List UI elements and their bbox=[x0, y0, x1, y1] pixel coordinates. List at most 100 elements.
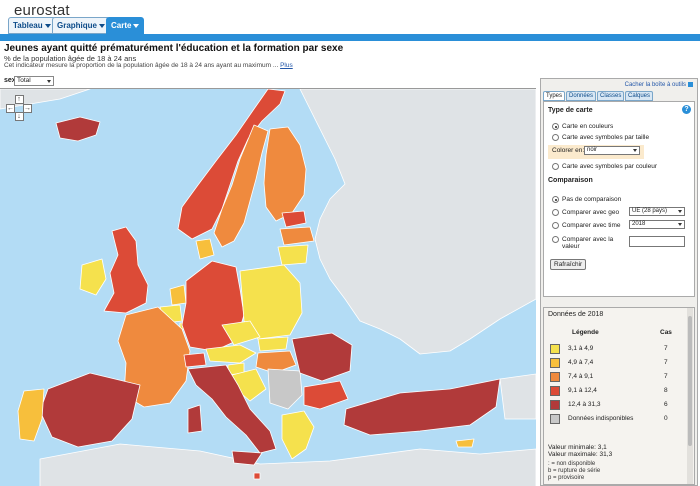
tab-calques[interactable]: Calques bbox=[625, 91, 654, 101]
tab-label: Carte bbox=[111, 21, 132, 30]
map-region-iceland[interactable] bbox=[55, 116, 101, 142]
time-select[interactable]: 2018 bbox=[629, 220, 685, 229]
map-region-netherlands[interactable] bbox=[169, 284, 187, 306]
radio-label: Comparer avec la valeur bbox=[562, 236, 614, 250]
refresh-button[interactable]: Rafraîchir bbox=[550, 259, 587, 270]
legend-count: 7 bbox=[664, 359, 668, 366]
arrow-left-icon[interactable]: ← bbox=[6, 103, 15, 113]
map-region-russia[interactable] bbox=[299, 89, 536, 355]
map-region-greenland-arm[interactable] bbox=[0, 89, 91, 110]
chevron-down-icon bbox=[47, 80, 51, 83]
help-icon[interactable]: ? bbox=[682, 105, 691, 114]
radio-symboles-taille[interactable] bbox=[552, 134, 559, 141]
sex-filter-select[interactable]: Total bbox=[14, 76, 54, 86]
page-title: Jeunes ayant quitté prématurément l'éduc… bbox=[4, 43, 344, 54]
map-region-norway[interactable] bbox=[177, 89, 286, 240]
max-value: Valeur maximale: 31,3 bbox=[548, 451, 613, 458]
radio-compare-time[interactable] bbox=[552, 222, 559, 229]
legend-count: 7 bbox=[664, 345, 668, 352]
header-divider bbox=[0, 34, 700, 41]
map-region-sardinia[interactable] bbox=[187, 404, 203, 434]
legend-count: 8 bbox=[664, 387, 668, 394]
hide-toolbox-link[interactable]: Cacher la boîte à outils bbox=[625, 82, 693, 88]
comparison-title: Comparaison bbox=[548, 177, 593, 184]
tab-carte[interactable]: Carte bbox=[106, 17, 145, 34]
colorer-select[interactable]: noir bbox=[584, 146, 640, 155]
tab-types[interactable]: Types bbox=[543, 91, 566, 101]
radio-compare-value[interactable] bbox=[552, 236, 559, 243]
legend-swatch bbox=[550, 414, 560, 424]
radio-no-comparison[interactable] bbox=[552, 196, 559, 203]
radio-carte-couleurs[interactable] bbox=[552, 123, 559, 130]
more-link[interactable]: Plus bbox=[280, 62, 293, 69]
arrow-right-icon[interactable]: → bbox=[23, 103, 32, 113]
map-region-italy[interactable] bbox=[187, 364, 277, 454]
radio-label: Comparer avec geo bbox=[562, 209, 620, 216]
colorer-value: noir bbox=[587, 147, 598, 153]
map-region-latvia[interactable] bbox=[279, 226, 315, 246]
description-text: Cet indicateur mesure la proportion de l… bbox=[4, 62, 279, 69]
data-year-title: Données de 2018 bbox=[548, 311, 604, 318]
time-value: 2018 bbox=[632, 221, 646, 227]
arrow-up-icon[interactable]: ↑ bbox=[14, 95, 24, 104]
scrollbar-thumb[interactable] bbox=[688, 316, 692, 446]
radio-label: Comparer avec time bbox=[562, 222, 621, 229]
value-input[interactable] bbox=[629, 236, 685, 247]
map-region-north-africa[interactable] bbox=[39, 443, 536, 486]
radio-symboles-couleur[interactable] bbox=[552, 163, 559, 170]
legend-row: 4,9 à 7,4 7 bbox=[550, 358, 670, 369]
map-region-lithuania[interactable] bbox=[277, 244, 309, 266]
map-region-hungary[interactable] bbox=[255, 350, 297, 374]
radio-compare-geo[interactable] bbox=[552, 209, 559, 216]
map-region-cyprus[interactable] bbox=[455, 438, 475, 448]
map-region-sweden[interactable] bbox=[213, 124, 269, 248]
legend-scrollbar[interactable] bbox=[687, 308, 693, 484]
legend-count: 0 bbox=[664, 415, 668, 422]
map-region-austria[interactable] bbox=[205, 344, 257, 364]
map-region-sicily[interactable] bbox=[231, 450, 263, 466]
map-region-spain[interactable] bbox=[39, 372, 141, 448]
legend-row: 7,4 à 9,1 7 bbox=[550, 372, 670, 383]
chevron-down-icon bbox=[99, 23, 106, 28]
map-region-finland[interactable] bbox=[263, 126, 307, 222]
radio-label: Pas de comparaison bbox=[562, 196, 622, 203]
map-region-czechia[interactable] bbox=[221, 320, 261, 346]
map-region-turkey[interactable] bbox=[343, 378, 501, 436]
tab-donnees[interactable]: Données bbox=[566, 91, 597, 101]
legend-range: Données indisponibles bbox=[568, 415, 634, 422]
map-region-switzerland[interactable] bbox=[183, 352, 207, 368]
map-region-turkey-east[interactable] bbox=[499, 373, 536, 420]
arrow-down-icon[interactable]: ↓ bbox=[14, 112, 24, 121]
tab-classes[interactable]: Classes bbox=[597, 91, 625, 101]
legend-swatch bbox=[550, 386, 560, 396]
sex-filter-label: sex bbox=[4, 77, 16, 84]
panel-tabs: Types Données Classes Calques bbox=[543, 91, 695, 101]
map-region-france[interactable] bbox=[117, 306, 191, 408]
tab-tableau[interactable]: Tableau bbox=[8, 17, 56, 34]
geo-select[interactable]: UE (28 pays) bbox=[629, 207, 685, 216]
map-region-ireland[interactable] bbox=[79, 258, 107, 296]
map-region-romania[interactable] bbox=[291, 332, 353, 382]
map-region-greece[interactable] bbox=[281, 410, 315, 460]
min-value: Valeur minimale: 3,1 bbox=[548, 444, 607, 451]
map-region-denmark[interactable] bbox=[195, 238, 215, 260]
legend-row: 12,4 à 31,3 6 bbox=[550, 400, 670, 411]
map-region-malta[interactable] bbox=[253, 472, 261, 480]
pan-control[interactable]: ↑ ← → ↓ bbox=[6, 95, 32, 121]
map-region-estonia[interactable] bbox=[281, 210, 307, 228]
map-region-serbia-balkans[interactable] bbox=[267, 368, 303, 410]
map-region-slovakia[interactable] bbox=[257, 336, 289, 352]
count-header: Cas bbox=[660, 329, 672, 336]
legend-range: 7,4 à 9,1 bbox=[568, 373, 594, 380]
legend-swatch bbox=[550, 372, 560, 382]
types-panel: ? Type de carte Carte en couleurs Carte … bbox=[543, 101, 695, 297]
map-region-united-kingdom[interactable] bbox=[103, 226, 149, 314]
map-region-poland[interactable] bbox=[239, 264, 303, 340]
map-region-bulgaria[interactable] bbox=[303, 380, 349, 410]
note-break: b = rupture de série bbox=[548, 468, 601, 474]
tab-graphique[interactable]: Graphique bbox=[52, 17, 111, 34]
radio-label: Carte en couleurs bbox=[562, 123, 614, 130]
legend-count: 6 bbox=[664, 401, 668, 408]
choropleth-map[interactable]: ↑ ← → ↓ bbox=[0, 88, 536, 486]
map-region-portugal[interactable] bbox=[17, 388, 45, 442]
